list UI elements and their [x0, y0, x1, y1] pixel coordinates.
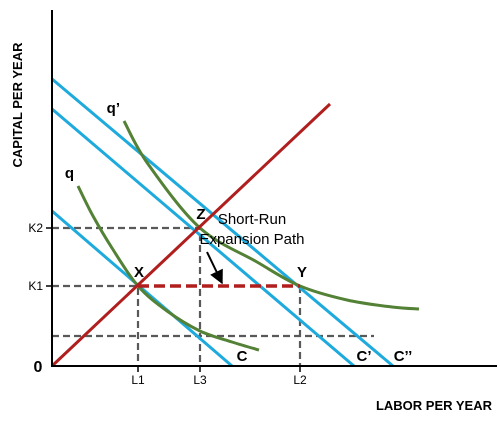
annotation-line-1: Short-Run [218, 211, 286, 228]
isocost-label-c-prime-prime: C’’ [394, 348, 413, 365]
y-tick-label-k2: K2 [28, 221, 43, 235]
isoquant-q-line [76, 185, 260, 352]
expansion-path-line [50, 102, 332, 368]
chart-labels: C C’ C’’ q q’ X Z Y Short-Run Expansion Path [65, 100, 412, 365]
annotation-line-2: Expansion Path [199, 231, 304, 248]
isocost-label-c-prime: C’ [357, 348, 372, 365]
y-axis-title: CAPITAL PER YEAR [10, 42, 25, 168]
isocost-label-c: C [237, 348, 248, 365]
x-axis-title: LABOR PER YEAR [376, 398, 493, 413]
isocost-c-prime-line [51, 107, 355, 368]
isoquant-q-prime-line [122, 120, 420, 311]
series-lines [50, 77, 420, 368]
point-label-x: X [134, 264, 144, 281]
point-label-z: Z [196, 206, 205, 223]
isoquant-label-q: q [65, 165, 74, 182]
x-tick-label-l1: L1 [131, 373, 145, 387]
x-tick-label-l2: L2 [293, 373, 307, 387]
guide-line-2 [52, 284, 140, 366]
guide-lines [52, 226, 374, 366]
y-tick-label-k1: K1 [28, 279, 43, 293]
isocost-c-prime-prime-line [51, 77, 394, 368]
point-label-y: Y [297, 264, 307, 281]
axis-ticks: L1 L3 L2 K1 K2 [28, 221, 307, 387]
annotation-arrow [206, 251, 223, 285]
origin-label: 0 [34, 359, 43, 376]
isoquant-label-q-prime: q’ [107, 100, 120, 117]
x-tick-label-l3: L3 [193, 373, 207, 387]
